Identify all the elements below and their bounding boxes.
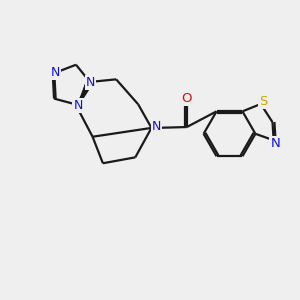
Text: O: O <box>182 92 192 105</box>
Text: N: N <box>152 120 161 133</box>
Text: N: N <box>85 76 95 89</box>
Text: S: S <box>259 95 267 108</box>
Text: N: N <box>74 98 83 112</box>
Text: N: N <box>270 137 280 150</box>
Text: N: N <box>50 66 60 79</box>
